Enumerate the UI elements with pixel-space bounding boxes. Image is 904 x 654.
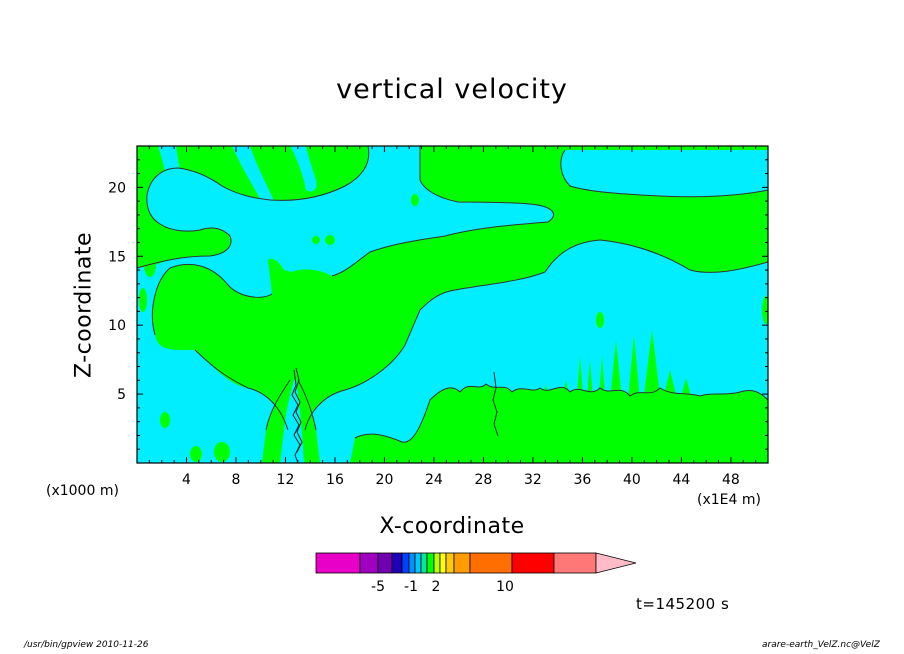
- x-tick-label: 48: [722, 472, 740, 488]
- colorbar-segment: [401, 552, 410, 574]
- x-tick-label: 44: [672, 472, 690, 488]
- colorbar: -5 -1 2 10: [315, 552, 637, 595]
- upper-right-negative-pocket: [560, 150, 768, 197]
- colorbar-segment: [469, 552, 513, 574]
- x-tick-label: 28: [475, 472, 493, 488]
- lower-positive-base: [350, 384, 768, 463]
- colorbar-segment: [439, 552, 447, 574]
- y-tick-label: 20: [108, 180, 126, 196]
- small-positive-islands: [139, 194, 768, 462]
- x-tick-label: 24: [425, 472, 443, 488]
- x-scale-label: (x1E4 m): [697, 492, 761, 508]
- colorbar-extension: [595, 552, 637, 574]
- x-tick-label: 4: [182, 472, 191, 488]
- x-tick-label: 12: [277, 472, 295, 488]
- y-axis-label: Z-coordinate: [71, 232, 97, 378]
- left-negative-streak: [158, 146, 186, 215]
- left-negative-streak-3: [290, 146, 317, 192]
- left-negative-streak-2: [232, 146, 279, 219]
- x-axis-label: X-coordinate: [379, 514, 525, 539]
- x-tick-label: 40: [623, 472, 641, 488]
- plot-frame: [136, 145, 769, 464]
- y-tick-label: 15: [108, 249, 126, 265]
- colorbar-label: -1: [404, 579, 418, 595]
- x-tick-label: 32: [524, 472, 542, 488]
- colorbar-label: 2: [432, 579, 441, 595]
- colorbar-segment: [453, 552, 471, 574]
- colorbar-segment: [315, 552, 361, 574]
- colorbar-segment: [420, 552, 428, 574]
- colorbar-segment: [414, 552, 422, 574]
- x-unit-label: (x1000 m): [46, 483, 119, 499]
- colorbar-segment: [433, 552, 441, 574]
- lower-positive-spikes: [540, 330, 692, 410]
- colorbar-label: 10: [496, 579, 514, 595]
- x-tick-label: 36: [573, 472, 591, 488]
- colorbar-segment: [408, 552, 416, 574]
- y-axis-ticks: 5 10 15 20: [108, 159, 768, 450]
- chart-title: vertical velocity: [336, 74, 568, 105]
- x-tick-label: 16: [326, 472, 344, 488]
- footer-command: /usr/bin/gpview 2010-11-26: [24, 640, 149, 650]
- x-tick-label: 20: [376, 472, 394, 488]
- colorbar-segment: [511, 552, 555, 574]
- x-tick-label: 8: [232, 472, 241, 488]
- contour-lines: [137, 146, 768, 443]
- colorbar-segment: [445, 552, 455, 574]
- contour-fields: [137, 146, 768, 463]
- colorbar-segment: [391, 552, 403, 574]
- colorbar-segment: [553, 552, 597, 574]
- central-contour-cluster: [291, 367, 499, 463]
- y-tick-label: 5: [117, 387, 126, 403]
- colorbar-segment: [359, 552, 379, 574]
- colorbar-segment: [377, 552, 393, 574]
- y-tick-label: 10: [108, 318, 126, 334]
- footer-file: arare-earth_VelZ.nc@VelZ: [762, 640, 880, 650]
- colorbar-segment: [426, 552, 435, 574]
- colorbar-label: -5: [371, 579, 385, 595]
- x-axis-ticks: 4 8 12 16 20 24 28 32 36 40 44 48: [148, 146, 757, 488]
- time-label: t=145200 s: [636, 595, 730, 613]
